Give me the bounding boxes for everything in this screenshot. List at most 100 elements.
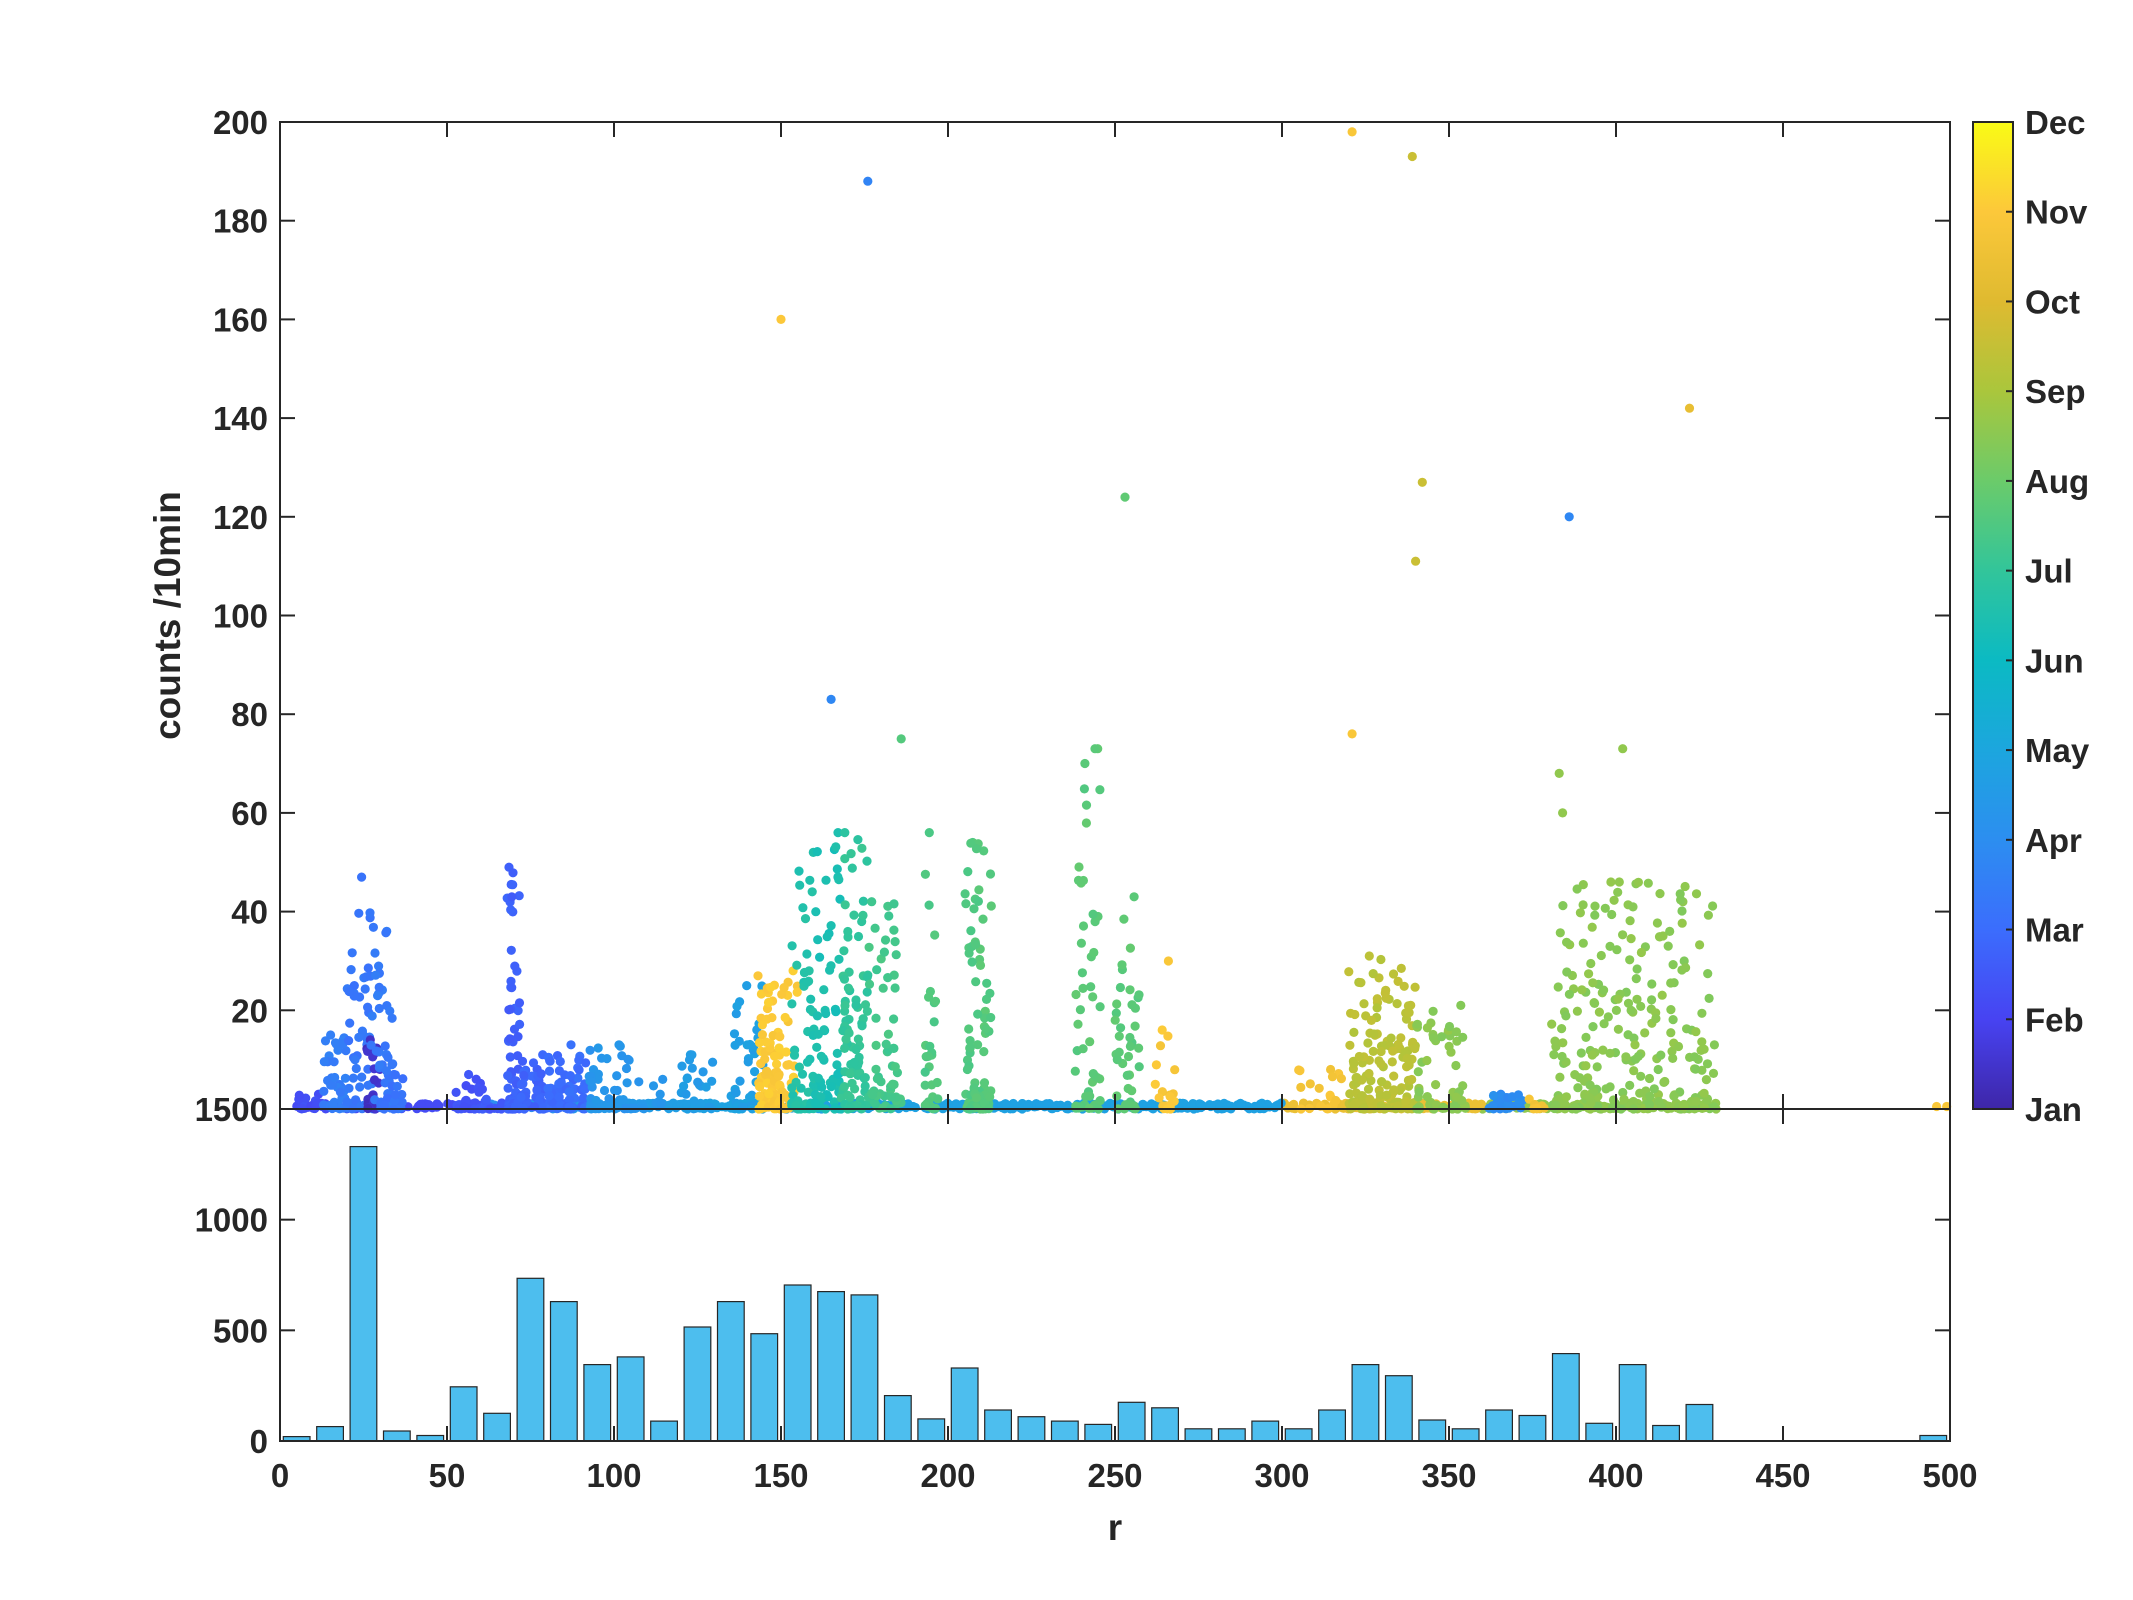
scatter-point: [797, 1069, 808, 1079]
scatter-point: [387, 1013, 397, 1023]
scatter-point: [689, 1096, 699, 1106]
scatter-point: [335, 1087, 346, 1097]
scatter-point: [891, 950, 901, 960]
scatter-point: [555, 1056, 565, 1067]
scatter-point: [1349, 1058, 1359, 1069]
scatter-point: [732, 1001, 742, 1011]
scatter-point: [1649, 1084, 1659, 1094]
scatter-point: [862, 972, 872, 982]
scatter-point: [929, 1017, 939, 1027]
scatter-point: [839, 946, 849, 956]
scatter-point: [1588, 1022, 1598, 1032]
scatter-point: [1562, 967, 1572, 977]
histogram-x-tick-label: 350: [1421, 1457, 1476, 1494]
scatter-point: [834, 954, 844, 964]
scatter-point: [390, 1090, 401, 1100]
scatter-point: [519, 1070, 529, 1080]
scatter-point: [648, 1081, 659, 1091]
scatter-point: [1704, 993, 1714, 1004]
colorbar-tick-marks: [2006, 121, 2013, 1110]
scatter-point: [1551, 1100, 1561, 1110]
scatter-point: [1677, 918, 1687, 928]
scatter-point: [1636, 947, 1646, 958]
scatter-point: [1112, 1091, 1122, 1101]
histogram-bar: [950, 1367, 979, 1442]
colorbar-label: Jul: [2025, 553, 2073, 590]
scatter-point: [346, 965, 356, 975]
scatter-point: [1558, 808, 1568, 818]
scatter-y-tick-label: 180: [213, 203, 268, 240]
scatter-point: [350, 1055, 360, 1065]
scatter-point: [1669, 1091, 1679, 1101]
scatter-point: [1703, 910, 1713, 920]
histogram-bar: [1384, 1375, 1413, 1442]
scatter-point: [1125, 1041, 1135, 1051]
scatter-point: [794, 1062, 805, 1072]
scatter-point: [1514, 1098, 1524, 1108]
scatter-point: [1679, 1102, 1689, 1112]
scatter-point: [1086, 982, 1096, 992]
scatter-point: [969, 904, 979, 914]
histogram-bar: [716, 1300, 745, 1442]
scatter-point: [1626, 1005, 1636, 1016]
histogram-x-tick-label: 150: [753, 1457, 808, 1494]
histogram-bar: [984, 1409, 1013, 1442]
scatter-point: [1633, 1051, 1643, 1061]
scatter-point: [1561, 1092, 1571, 1102]
scatter-point: [813, 1073, 824, 1083]
scatter-point: [787, 999, 797, 1009]
histogram-bar: [1284, 1428, 1313, 1442]
scatter-point: [1562, 937, 1572, 947]
scatter-point: [1598, 1045, 1608, 1055]
histogram-bar: [583, 1363, 612, 1442]
scatter-point: [360, 984, 370, 994]
scatter-point: [1428, 1033, 1439, 1043]
scatter-point: [981, 1024, 991, 1034]
scatter-point: [1576, 1048, 1586, 1058]
histogram-bar: [683, 1326, 712, 1442]
scatter-point: [1586, 958, 1596, 969]
scatter-point: [1157, 1025, 1167, 1035]
scatter-point: [363, 1002, 373, 1012]
scatter-point: [772, 1059, 782, 1069]
scatter-y-tick-label: 1500: [195, 1091, 268, 1128]
scatter-point: [1699, 1044, 1709, 1054]
scatter-point: [1134, 1062, 1144, 1072]
scatter-point: [729, 1029, 740, 1039]
scatter-point: [849, 910, 859, 920]
scatter-point: [373, 991, 383, 1001]
scatter-point: [924, 900, 934, 910]
scatter-point: [1572, 1006, 1582, 1016]
scatter-point: [864, 942, 874, 952]
scatter-point: [503, 1083, 513, 1093]
scatter-point: [815, 952, 825, 962]
colorbar-label: Oct: [2025, 283, 2080, 320]
scatter-point: [755, 1081, 765, 1092]
scatter-point: [1668, 960, 1678, 970]
scatter-point: [1636, 1071, 1646, 1081]
histogram-x-tick-label: 250: [1087, 1457, 1142, 1494]
scatter-point: [392, 1081, 402, 1091]
colorbar-label: Dec: [2025, 104, 2086, 141]
scatter-point: [1572, 884, 1582, 894]
scatter-point: [1048, 1103, 1058, 1113]
scatter-point: [1451, 1060, 1461, 1071]
scatter-point: [761, 1037, 771, 1047]
scatter-point: [1120, 492, 1130, 502]
scatter-point: [1557, 1024, 1567, 1034]
scatter-point: [1393, 976, 1403, 987]
scatter-point: [1294, 1065, 1304, 1075]
colorbar-labels: Jan Feb Mar Apr May Jun Jul Aug Sep Oct Nov Dec: [2025, 104, 2090, 1128]
scatter-point: [656, 1099, 666, 1109]
scatter-point: [381, 1066, 391, 1076]
scatter-point: [1357, 1091, 1367, 1101]
scatter-point: [745, 1039, 755, 1050]
scatter-point: [1554, 768, 1564, 779]
scatter-point: [770, 1051, 780, 1061]
scatter-point: [1336, 1074, 1346, 1084]
scatter-point: [1000, 1099, 1011, 1109]
scatter-point: [1363, 1038, 1373, 1048]
scatter-point: [884, 911, 894, 921]
scatter-point: [506, 905, 516, 915]
scatter-point: [1078, 1044, 1088, 1054]
